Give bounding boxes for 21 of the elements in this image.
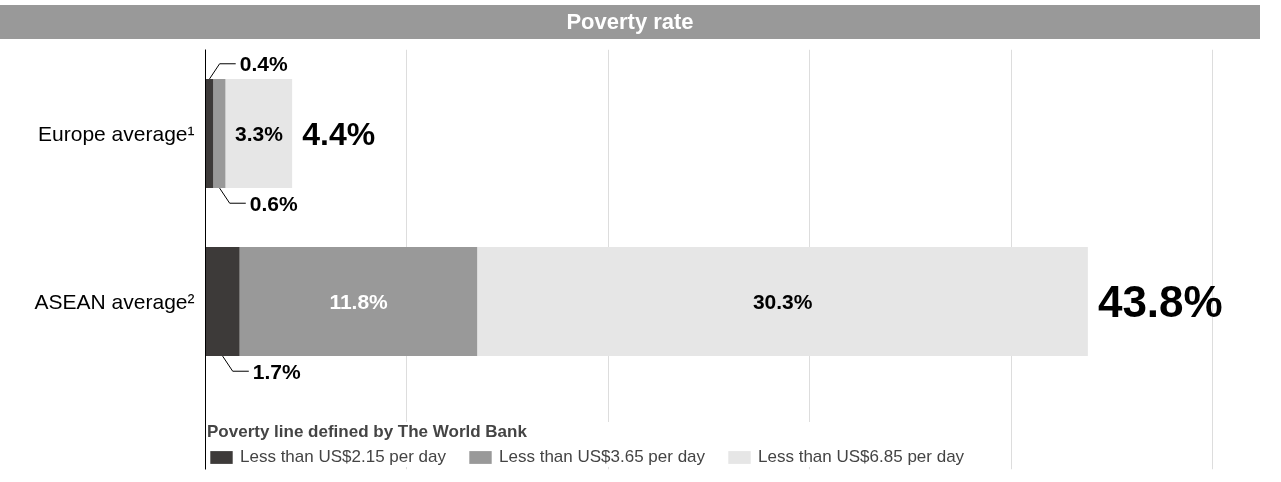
total-label: 43.8% [1097, 277, 1223, 326]
bar [239, 246, 478, 357]
legend-label: Less than US$2.15 per day [240, 447, 447, 467]
total-label: 4.4% [302, 115, 376, 152]
data-label: 30.3% [752, 290, 813, 313]
chart-title: Poverty rate [566, 8, 694, 36]
bar [213, 78, 226, 189]
legend-label: Less than US$3.65 per day [499, 447, 706, 467]
legend-title: Poverty line defined by The World Bank [207, 422, 528, 442]
bar [477, 246, 1088, 357]
y-tick-label: Europe average¹ [38, 122, 195, 145]
data-label: 0.6% [249, 191, 299, 215]
bar [205, 246, 240, 357]
data-label: 11.8% [329, 290, 389, 313]
legend-label: Less than US$6.85 per day [758, 447, 965, 467]
bar [205, 78, 214, 189]
y-tick-label: ASEAN average² [34, 290, 195, 313]
data-label: 0.4% [239, 52, 288, 76]
bar [225, 78, 293, 189]
data-label: 1.7% [252, 359, 302, 383]
data-label: 3.3% [234, 122, 284, 145]
